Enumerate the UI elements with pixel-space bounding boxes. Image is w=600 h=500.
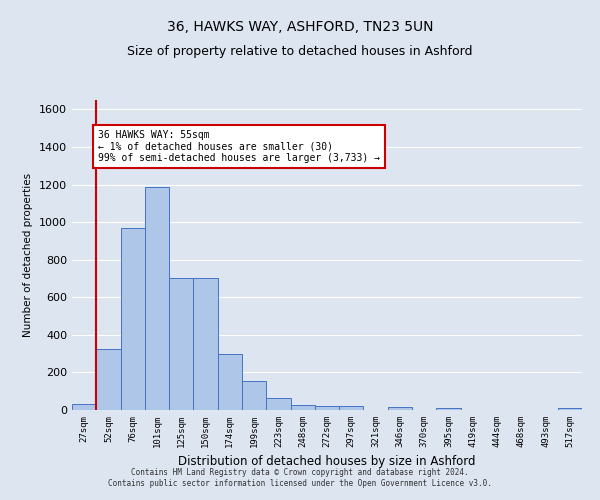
Bar xyxy=(96,349,121,410)
Bar xyxy=(315,406,339,410)
Y-axis label: Number of detached properties: Number of detached properties xyxy=(23,173,34,337)
Bar xyxy=(558,408,582,410)
X-axis label: Distribution of detached houses by size in Ashford: Distribution of detached houses by size … xyxy=(178,456,476,468)
Bar xyxy=(436,408,461,410)
Bar xyxy=(388,407,412,410)
Bar xyxy=(193,278,218,410)
Bar xyxy=(290,406,315,410)
Text: 36 HAWKS WAY: 55sqm
← 1% of detached houses are smaller (30)
99% of semi-detache: 36 HAWKS WAY: 55sqm ← 1% of detached hou… xyxy=(98,130,380,164)
Bar xyxy=(169,278,193,410)
Bar xyxy=(339,406,364,410)
Bar xyxy=(218,354,242,410)
Bar xyxy=(266,398,290,410)
Bar xyxy=(72,404,96,410)
Bar xyxy=(145,188,169,410)
Text: 36, HAWKS WAY, ASHFORD, TN23 5UN: 36, HAWKS WAY, ASHFORD, TN23 5UN xyxy=(167,20,433,34)
Text: Size of property relative to detached houses in Ashford: Size of property relative to detached ho… xyxy=(127,45,473,58)
Text: Contains HM Land Registry data © Crown copyright and database right 2024.
Contai: Contains HM Land Registry data © Crown c… xyxy=(108,468,492,487)
Bar xyxy=(242,381,266,410)
Bar xyxy=(121,228,145,410)
